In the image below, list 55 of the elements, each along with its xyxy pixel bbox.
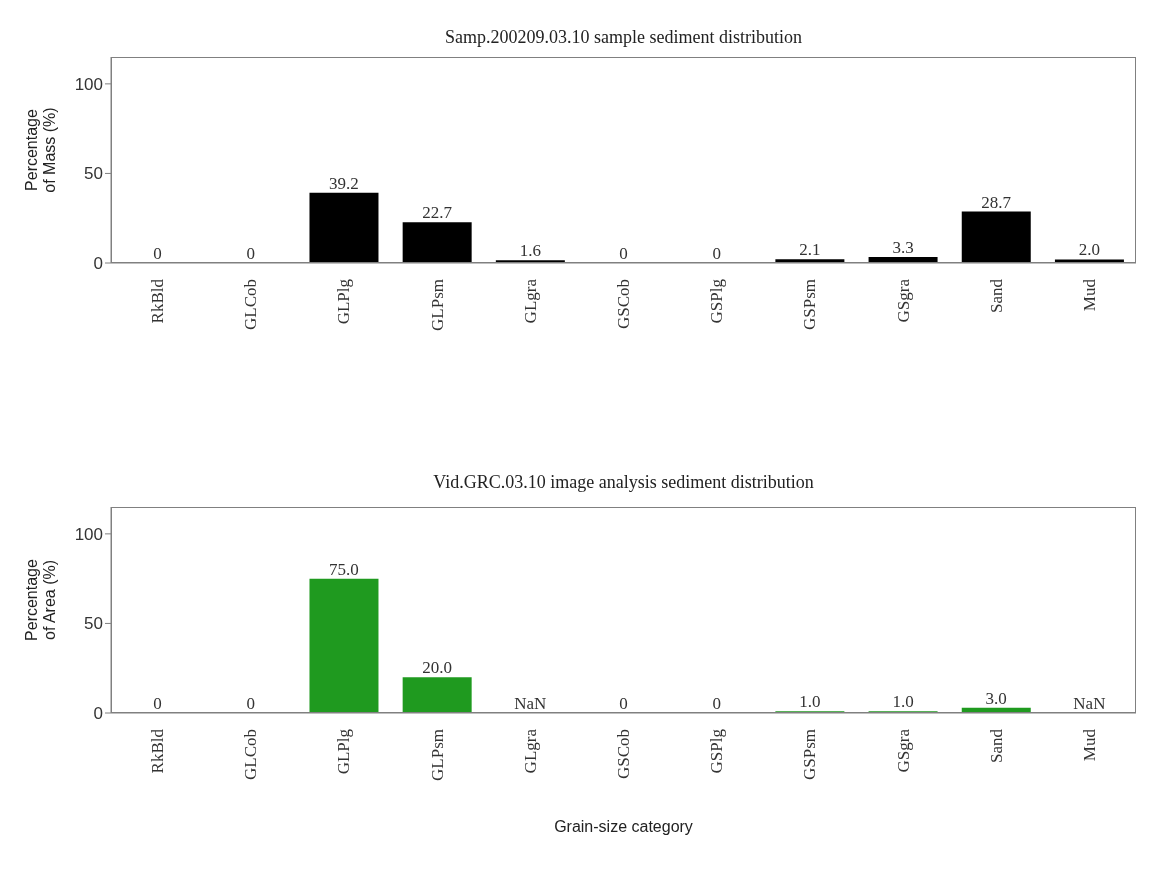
x-tick-label: GLPsm [427, 729, 447, 781]
x-tick-label: Mud [1079, 278, 1099, 312]
x-tick-label: GSPlg [707, 728, 727, 774]
x-tick-label: GLgra [520, 728, 540, 774]
x-tick-label: GLPlg [334, 728, 354, 775]
x-tick-label: GLCob [241, 729, 261, 780]
y-tick-label: 100 [74, 524, 103, 544]
x-tick-label: GLgra [520, 278, 540, 324]
data-label: 39.2 [329, 173, 359, 193]
x-tick-label: GSgra [893, 728, 913, 773]
x-tick-label: RkBld [148, 278, 168, 324]
text: NaN [514, 694, 547, 713]
x-tick-label: GLPsm [427, 279, 447, 331]
x-tick-label: GSCob [614, 279, 633, 330]
x-tick-label: GSPsm [800, 729, 820, 781]
data-label: 0 [619, 694, 628, 713]
x-tick-label: GSPlg [707, 278, 727, 324]
x-tick-label: GSPsm [800, 279, 820, 331]
data-label: 1.0 [892, 692, 914, 712]
data-label: 28.7 [981, 192, 1012, 212]
data-label: 0 [246, 244, 256, 263]
data-label: 0 [712, 694, 721, 713]
x-tick-label: GLCob [241, 279, 261, 330]
data-label: 0 [246, 694, 256, 713]
y-tick-label: 50 [84, 164, 103, 184]
data-label: 3.3 [892, 238, 914, 258]
x-tick-label: RkBld [148, 728, 168, 774]
x-tick-label: GSgra [893, 278, 913, 323]
data-label: 0 [619, 244, 628, 263]
data-label: 2.1 [799, 240, 821, 260]
y-axis-title: Percentage of Area (%) [23, 558, 58, 641]
y-axis-title: Percentage of Mass (%) [23, 107, 58, 193]
x-tick-label: Sand [986, 728, 1006, 763]
x-tick-label: GSCob [614, 729, 633, 780]
data-label: 75.0 [329, 559, 359, 579]
x-tick-label: Sand [986, 278, 1006, 313]
data-label: 20.0 [422, 658, 453, 678]
data-label: 0 [153, 244, 162, 263]
x-tick-label: GLPlg [334, 278, 354, 325]
data-label: 0 [712, 244, 721, 263]
chart-title: Samp.200209.03.10 sample sediment distribution [444, 26, 803, 49]
data-label: 1.6 [519, 241, 541, 261]
text: NaN [1073, 694, 1106, 713]
data-label: 1.0 [799, 692, 821, 712]
data-label: 22.7 [422, 203, 453, 223]
y-tick-label: 0 [93, 254, 103, 274]
y-tick-label: 0 [93, 704, 103, 724]
x-tick-label: Mud [1079, 728, 1099, 762]
y-tick-label: 50 [84, 614, 103, 634]
chart-title: Vid.GRC.03.10 image analysis sediment distribution [432, 471, 815, 494]
data-label: 3.0 [985, 688, 1007, 708]
data-label: 0 [153, 694, 162, 713]
x-axis-title: Grain-size category [553, 818, 694, 836]
data-label: 2.0 [1078, 240, 1101, 260]
y-tick-label: 100 [74, 74, 103, 94]
